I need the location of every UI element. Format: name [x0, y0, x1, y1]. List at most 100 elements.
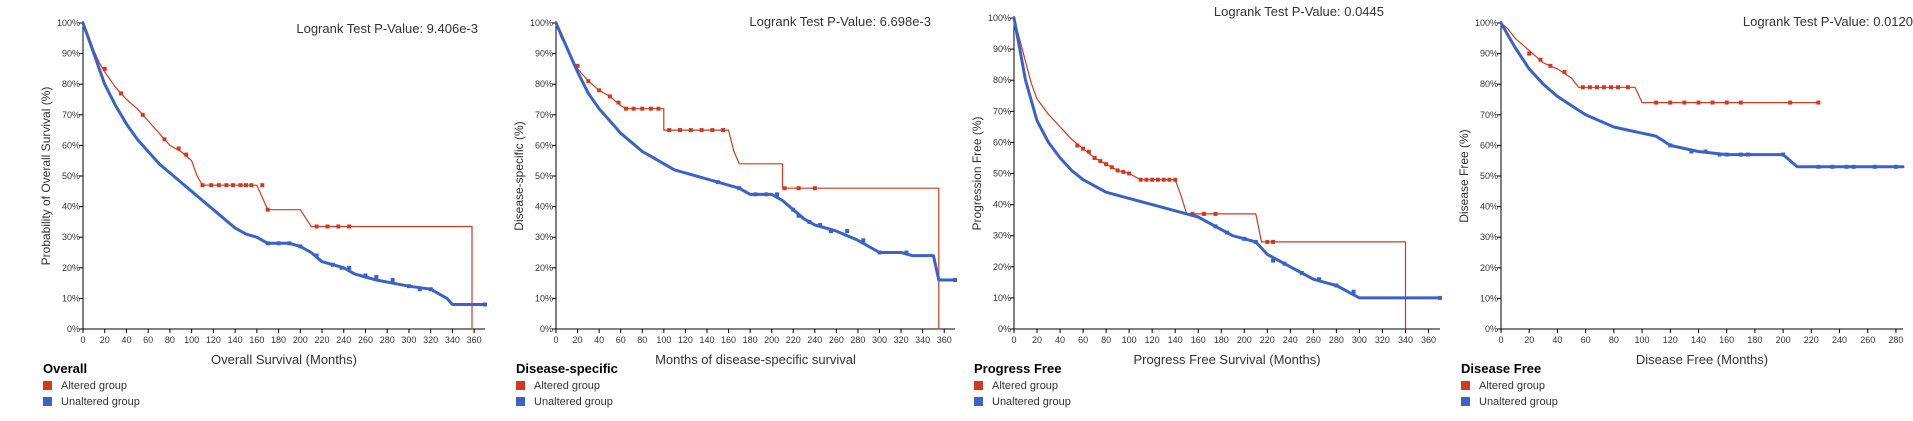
censor-mark-unaltered	[276, 241, 281, 246]
censor-mark-unaltered	[314, 253, 319, 258]
legend-swatch-altered	[516, 381, 525, 390]
x-tick-label: 80	[637, 335, 647, 345]
x-tick-label: 300	[401, 335, 416, 345]
km-curve-unaltered	[554, 21, 957, 282]
y-tick-label: 100%	[57, 18, 80, 28]
x-tick-label: 200	[293, 335, 308, 345]
censor-mark-altered	[1538, 57, 1543, 62]
y-tick-label: 60%	[993, 137, 1011, 147]
x-tick-label: 360	[937, 335, 952, 345]
censor-mark-unaltered	[807, 219, 812, 224]
censor-mark-unaltered	[347, 265, 352, 270]
y-tick-label: 50%	[1480, 171, 1498, 181]
censor-mark-altered	[1150, 177, 1155, 182]
y-tick-label: 30%	[62, 232, 80, 242]
x-tick-label: 60	[1581, 335, 1591, 345]
censor-mark-unaltered	[363, 273, 368, 278]
legend-label-altered: Altered group	[1479, 380, 1545, 392]
censor-mark-altered	[1816, 100, 1821, 105]
x-tick-label: 260	[829, 335, 844, 345]
censor-mark-unaltered	[861, 238, 866, 243]
censor-mark-altered	[607, 94, 612, 99]
x-tick-label: 100	[1122, 335, 1137, 345]
censor-mark-unaltered	[1242, 236, 1247, 241]
y-tick-label: 100%	[988, 13, 1011, 23]
censor-mark-altered	[119, 91, 124, 96]
x-tick-label: 40	[121, 335, 131, 345]
censor-mark-unaltered	[737, 186, 742, 191]
y-tick-label: 70%	[62, 110, 80, 120]
censor-mark-unaltered	[1703, 149, 1708, 154]
censor-mark-unaltered	[1253, 239, 1258, 244]
x-tick-label: 220	[1260, 335, 1275, 345]
x-tick-label: 180	[1747, 335, 1762, 345]
censor-mark-altered	[140, 112, 145, 117]
x-tick-label: 200	[1776, 335, 1791, 345]
censor-mark-altered	[1173, 177, 1178, 182]
pvalue-annotation: Logrank Test P-Value: 9.406e-3	[296, 21, 478, 36]
y-tick-label: 40%	[993, 200, 1011, 210]
legend-swatch-unaltered	[43, 397, 52, 406]
x-tick-label: 200	[1237, 335, 1252, 345]
censor-mark-altered	[314, 224, 319, 229]
legend-label-altered: Altered group	[992, 380, 1058, 392]
censor-mark-unaltered	[339, 265, 344, 270]
censor-mark-altered	[1144, 177, 1149, 182]
censor-mark-altered	[1654, 100, 1659, 105]
legend-label-altered: Altered group	[61, 380, 127, 392]
censor-mark-altered	[699, 128, 704, 133]
censor-mark-altered	[1738, 100, 1743, 105]
x-tick-label: 320	[423, 335, 438, 345]
y-tick-label: 80%	[993, 75, 1011, 85]
x-tick-label: 180	[271, 335, 286, 345]
censor-mark-altered	[1115, 168, 1120, 173]
x-tick-label: 40	[1055, 335, 1065, 345]
censor-mark-unaltered	[791, 207, 796, 212]
censor-mark-altered	[1271, 239, 1276, 244]
x-tick-label: 120	[1145, 335, 1160, 345]
censor-mark-altered	[238, 183, 243, 188]
x-tick-label: 320	[1375, 335, 1390, 345]
censor-mark-altered	[1109, 165, 1114, 170]
censor-mark-altered	[1594, 85, 1599, 90]
censor-mark-unaltered	[406, 284, 411, 289]
x-tick-label: 20	[1032, 335, 1042, 345]
y-tick-label: 40%	[1480, 202, 1498, 212]
y-tick-label: 50%	[62, 171, 80, 181]
censor-mark-altered	[200, 183, 205, 188]
censor-mark-altered	[1167, 177, 1172, 182]
censor-mark-unaltered	[1816, 164, 1821, 169]
x-tick-label: 100	[656, 335, 671, 345]
x-tick-label: 220	[1804, 335, 1819, 345]
censor-mark-unaltered	[1844, 164, 1849, 169]
censor-mark-altered	[616, 100, 621, 105]
censor-mark-altered	[1724, 100, 1729, 105]
y-tick-label: 0%	[998, 324, 1011, 334]
x-tick-label: 140	[1168, 335, 1183, 345]
y-axis-title: Probability of Overall Survival (%)	[39, 87, 53, 266]
censor-mark-altered	[162, 137, 167, 142]
y-tick-label: 90%	[535, 49, 553, 59]
x-tick-label: 320	[894, 335, 909, 345]
x-tick-label: 180	[1214, 335, 1229, 345]
y-tick-label: 30%	[535, 232, 553, 242]
x-axis-title: Progress Free Survival (Months)	[1133, 352, 1320, 367]
censor-mark-unaltered	[287, 241, 292, 246]
y-tick-label: 100%	[530, 18, 553, 28]
censor-mark-altered	[597, 88, 602, 93]
censor-mark-altered	[1668, 100, 1673, 105]
legend-label-unaltered: Unaltered group	[1479, 396, 1558, 408]
y-tick-label: 40%	[535, 202, 553, 212]
x-tick-label: 360	[467, 335, 482, 345]
legend-title: Progress Free	[974, 361, 1061, 376]
y-tick-label: 0%	[1485, 324, 1498, 334]
censor-mark-altered	[325, 224, 330, 229]
pvalue-annotation: Logrank Test P-Value: 6.698e-3	[749, 14, 931, 29]
censor-mark-unaltered	[764, 192, 769, 197]
censor-mark-altered	[1075, 143, 1080, 148]
x-tick-label: 160	[249, 335, 264, 345]
y-axis-title: Disease-specific (%)	[512, 121, 526, 230]
censor-mark-altered	[1092, 155, 1097, 160]
censor-mark-unaltered	[1351, 289, 1356, 294]
